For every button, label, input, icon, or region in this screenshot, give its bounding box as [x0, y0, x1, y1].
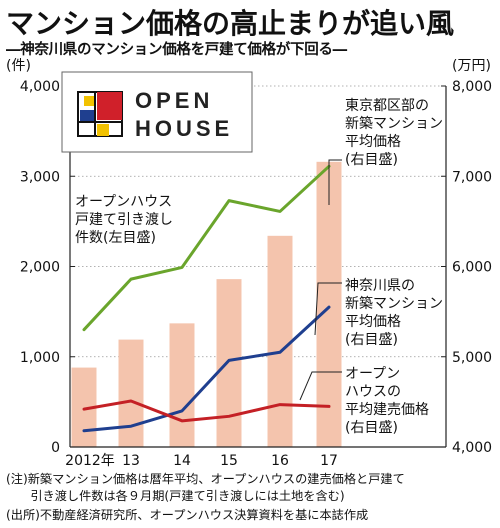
logo-icon-red	[97, 92, 122, 120]
label-tokyo-line-2: 平均価格	[345, 134, 401, 150]
right-tick-label: 6,000	[452, 260, 492, 276]
logo-icon-yellow2	[97, 124, 109, 136]
x-tick-label: 15	[220, 453, 238, 469]
label-bars-line-0: オープンハウス	[75, 194, 172, 210]
leader-tokyo	[328, 159, 342, 205]
label-tokyo-line-3: (右目盛)	[345, 152, 398, 168]
bar-3	[216, 279, 242, 447]
label-kanagawa-line-0: 神奈川県の	[345, 278, 415, 294]
left-axis-unit: (件)	[6, 58, 31, 74]
leader-kanagawa	[314, 282, 342, 336]
series-line-1	[82, 305, 331, 433]
label-kanagawa-line-3: (右目盛)	[345, 332, 398, 348]
left-tick-label: 4,000	[20, 79, 60, 95]
right-tick-label: 8,000	[452, 79, 492, 95]
x-tick-label: 16	[271, 453, 289, 469]
logo-icon-blue	[80, 110, 94, 122]
footnote-2: 引き渡し件数は各９月期(戸建て引き渡しには土地を含む)	[6, 489, 345, 503]
bar-5	[316, 161, 342, 447]
left-tick-label: 0	[51, 440, 60, 456]
right-axis-unit: (万円)	[452, 58, 491, 74]
chart-title: マンション価格の高止まりが追い風	[6, 7, 455, 40]
chart-subtitle: ―神奈川県のマンション価格を戸建て価格が下回る―	[6, 42, 347, 58]
label-openhouse-line-3: (右目盛)	[345, 420, 398, 436]
series-line-2	[82, 399, 331, 423]
label-bars-line-2: 件数(左目盛)	[75, 230, 156, 246]
label-kanagawa-line-2: 平均価格	[345, 314, 401, 330]
x-tick-label: 13	[122, 453, 140, 469]
logo-icon	[77, 91, 123, 137]
series-line-0	[82, 164, 331, 332]
label-openhouse-line-0: オープン	[345, 366, 400, 382]
label-openhouse-line-2: 平均建売価格	[345, 402, 429, 418]
left-tick-label: 2,000	[20, 260, 60, 276]
x-tick-label: 2012年	[65, 453, 115, 469]
left-tick-label: 1,000	[20, 350, 60, 366]
right-tick-label: 7,000	[452, 169, 492, 185]
x-tick-label: 17	[320, 453, 338, 469]
bar-2	[169, 323, 195, 447]
footnote-1: (注)新築マンション価格は暦年平均、オープンハウスの建売価格と戸建て	[6, 472, 405, 486]
logo-text-open: OPEN	[135, 88, 213, 113]
left-tick-label: 3,000	[20, 169, 60, 185]
right-tick-label: 5,000	[452, 350, 492, 366]
label-tokyo-line-0: 東京都区部の	[345, 98, 429, 114]
x-tick-label: 14	[173, 453, 191, 469]
logo-icon-yellow	[84, 96, 94, 106]
bar-1	[118, 339, 144, 447]
leader-openhouse	[299, 371, 342, 401]
logo-text-house: HOUSE	[135, 116, 233, 141]
bar-4	[267, 235, 293, 447]
label-kanagawa-line-1: 新築マンション	[345, 296, 443, 312]
right-tick-label: 4,000	[452, 440, 492, 456]
source-note: (出所)不動産経済研究所、オープンハウス決算資料を基に本誌作成	[6, 508, 369, 522]
label-openhouse-line-1: ハウスの	[345, 384, 401, 400]
label-bars-line-1: 戸建て引き渡し	[75, 212, 173, 228]
label-tokyo-line-1: 新築マンション	[345, 116, 443, 132]
